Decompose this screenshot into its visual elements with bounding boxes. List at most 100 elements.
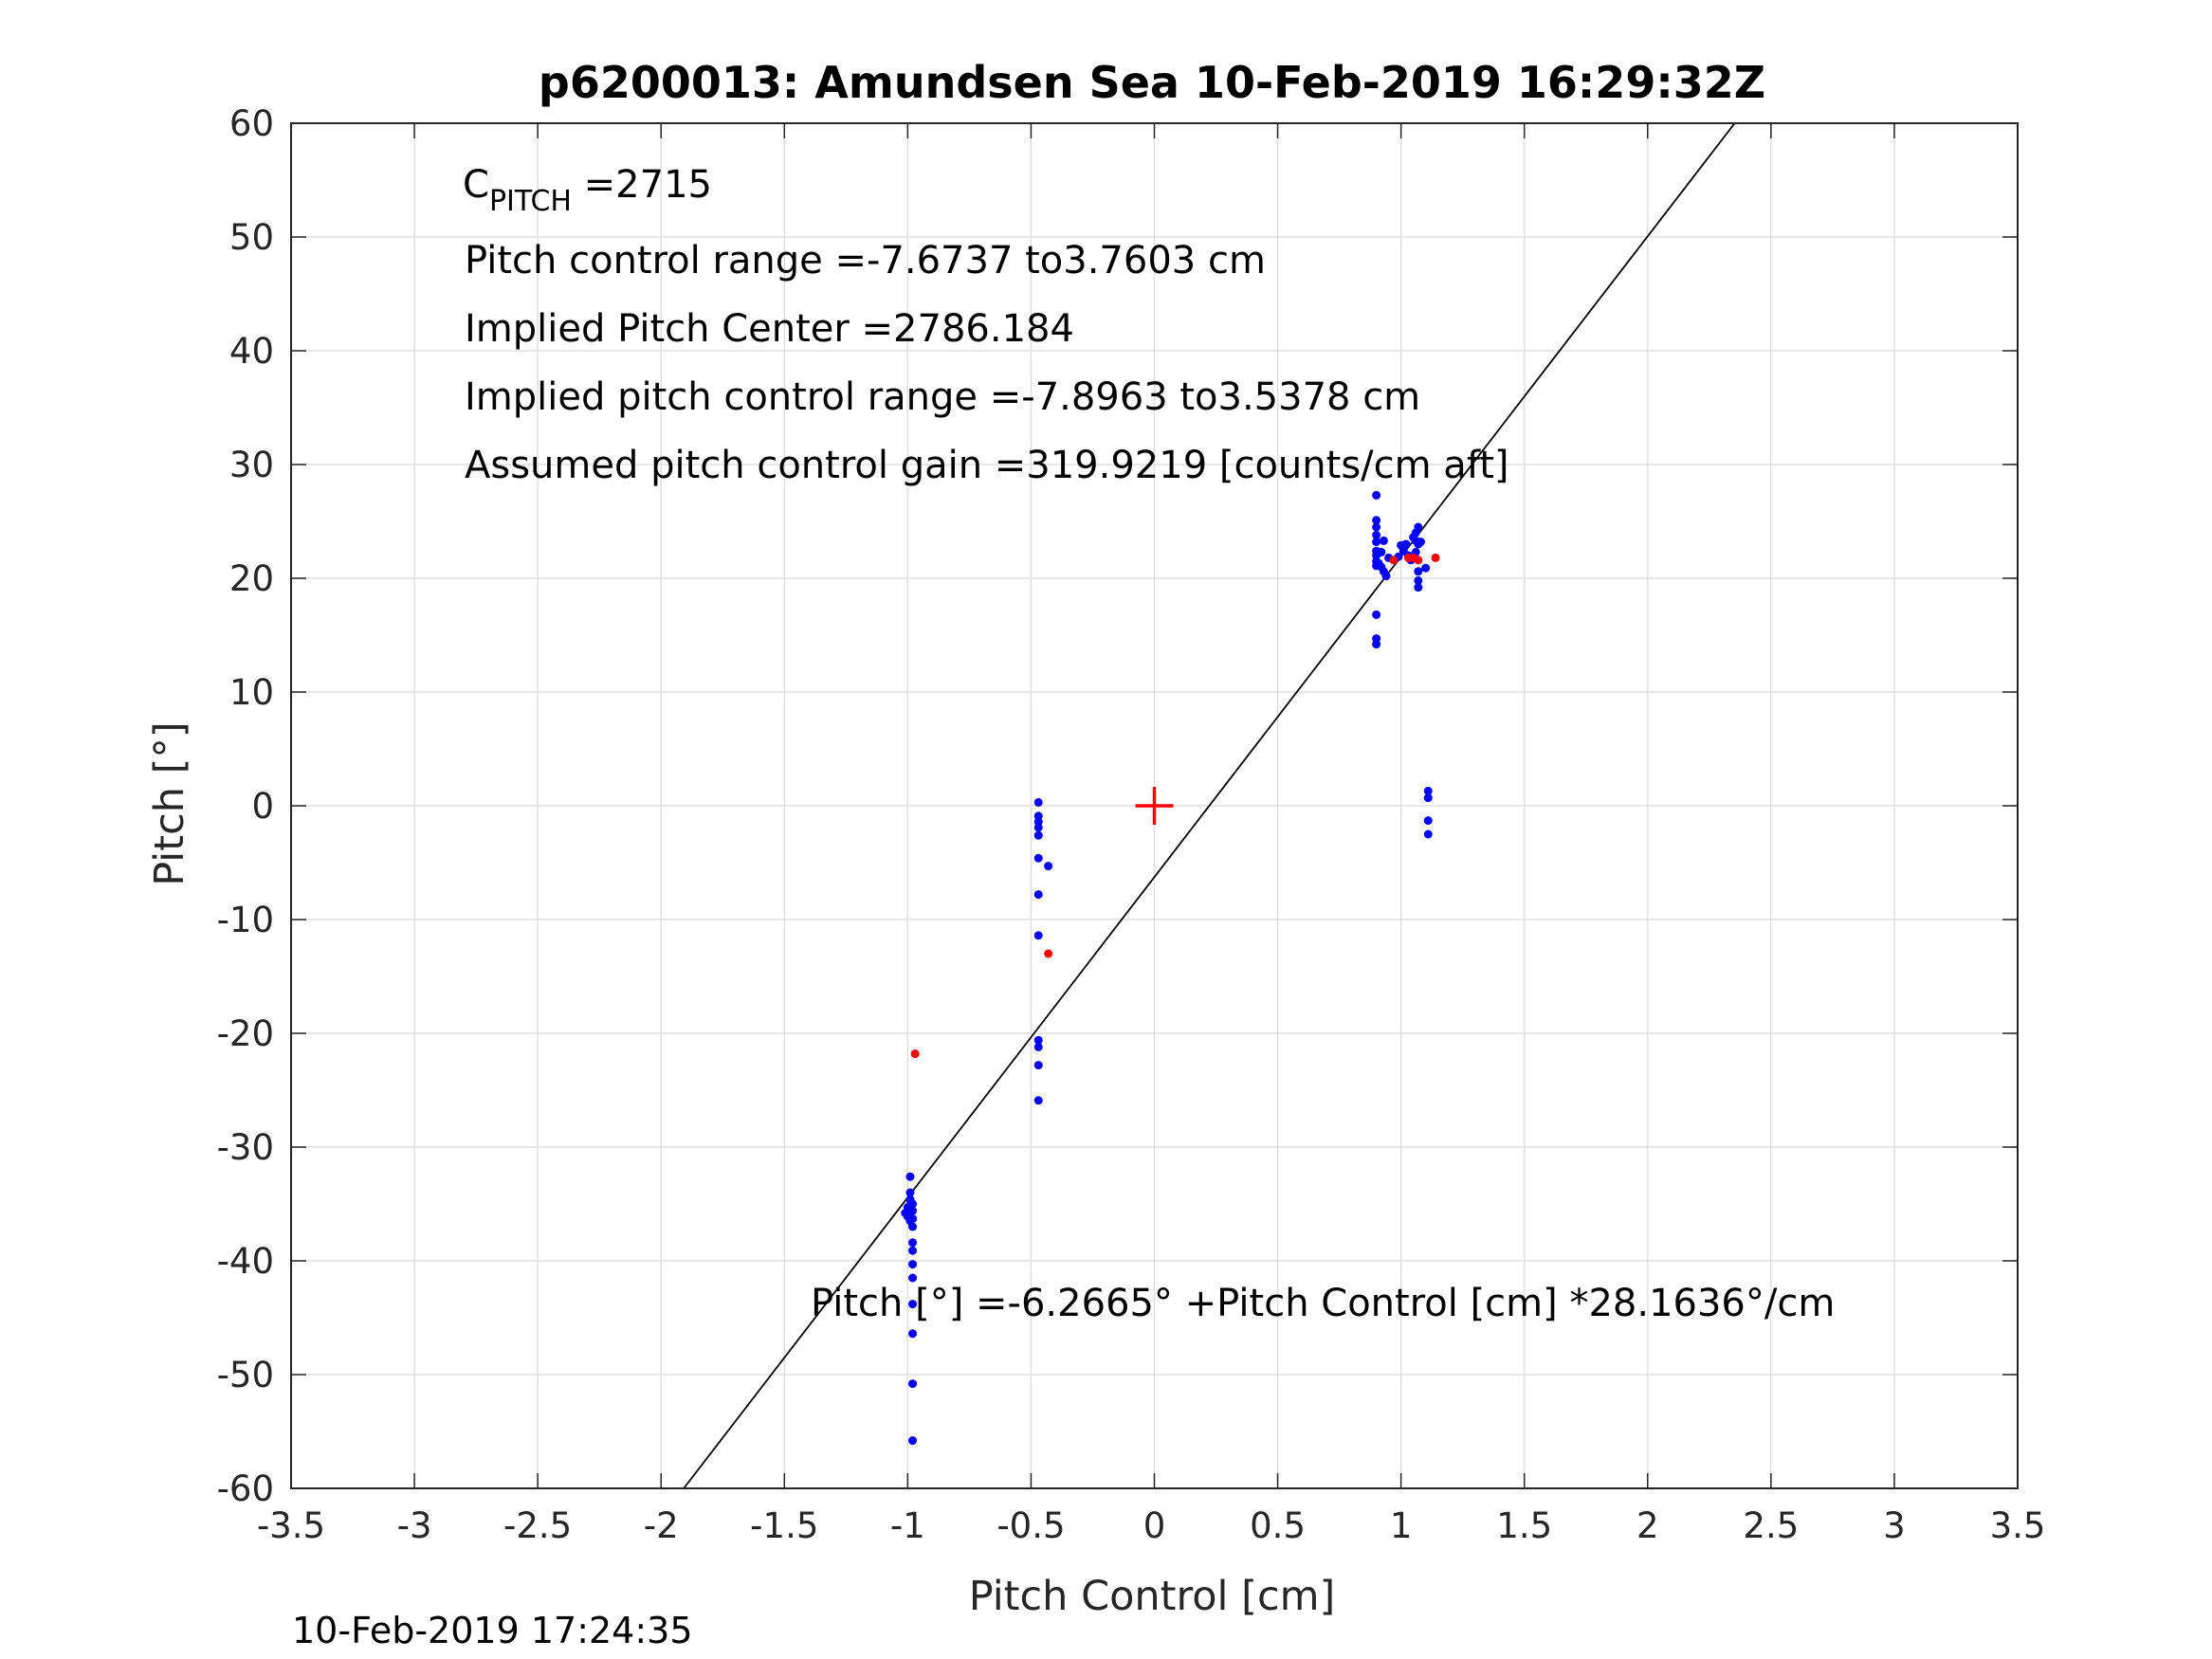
implied-pitch-range-annotation: Implied pitch control range =-7.8963 to3… (465, 375, 1420, 419)
y-tick-label: 40 (229, 331, 274, 372)
x-tick-label: 1.5 (1496, 1505, 1552, 1546)
y-tick-label: 50 (229, 217, 274, 258)
x-tick-label: -3 (397, 1505, 432, 1546)
data-point (1033, 890, 1043, 900)
data-point (1414, 575, 1423, 585)
data-point (908, 1329, 918, 1339)
data-point (1414, 522, 1423, 532)
plot-area-border (290, 122, 2019, 1489)
data-point (1381, 572, 1391, 581)
y-tick-label: 60 (229, 103, 274, 144)
x-tick-label: 1 (1390, 1505, 1413, 1546)
data-point (1379, 536, 1388, 545)
data-point (905, 1216, 915, 1226)
c-pitch-subscript: PITCH (489, 185, 572, 218)
data-point (1033, 797, 1043, 807)
data-point (908, 1379, 918, 1389)
data-point (1423, 793, 1433, 803)
data-point (1372, 522, 1381, 532)
x-tick-label: -0.5 (996, 1505, 1065, 1546)
data-point (1414, 567, 1423, 576)
data-point (1414, 583, 1423, 592)
y-tick-label: 0 (251, 786, 274, 827)
print-timestamp: 10-Feb-2019 17:24:35 (292, 1610, 693, 1651)
data-point (908, 1300, 918, 1309)
data-point (1372, 610, 1381, 619)
tick-labels: -3.5 -3 -2.5 -2 -1.5 -1 -0.5 0 0.5 1 1.5 2 2.5 3 3.5 -6… (217, 103, 2046, 1546)
y-tick-label: -50 (217, 1355, 274, 1395)
data-point (1423, 786, 1433, 795)
x-tick-label: 0 (1143, 1505, 1166, 1546)
data-point (1033, 1096, 1043, 1105)
data-point (1033, 1035, 1043, 1045)
y-tick-label: -30 (217, 1127, 274, 1168)
x-tick-label: -2.5 (503, 1505, 572, 1546)
x-tick-label: -1.5 (750, 1505, 818, 1546)
data-points-layer (901, 490, 1440, 1446)
data-point (1033, 853, 1043, 863)
y-tick-label: -20 (217, 1013, 274, 1054)
data-point (1423, 816, 1433, 826)
highlighted-data-point (1044, 949, 1053, 958)
highlighted-data-point (910, 1049, 920, 1059)
data-point (1372, 640, 1381, 649)
data-point (1033, 830, 1043, 840)
y-tick-label: -10 (217, 900, 274, 940)
implied-pitch-center-annotation: Implied Pitch Center =2786.184 (465, 307, 1074, 351)
data-point (1377, 547, 1386, 556)
data-point (1033, 931, 1043, 940)
x-tick-label: -2 (644, 1505, 679, 1546)
data-point (1033, 823, 1043, 832)
data-point (908, 1436, 918, 1446)
data-point (905, 1188, 915, 1197)
y-tick-label: 30 (229, 445, 274, 485)
data-point (905, 1172, 915, 1181)
c-pitch-annotation: CPITCH =2715 (463, 163, 712, 218)
y-tick-label: 10 (229, 672, 274, 713)
data-point (908, 1238, 918, 1248)
y-axis-title: Pitch [°] (146, 721, 193, 885)
chart-title: p6200013: Amundsen Sea 10-Feb-2019 16:29… (539, 57, 1765, 108)
data-point (1044, 862, 1053, 871)
data-point (901, 1209, 910, 1218)
data-point (1372, 538, 1381, 547)
data-point (1416, 538, 1425, 547)
c-pitch-main: C (463, 163, 489, 207)
x-tick-label: 0.5 (1250, 1505, 1306, 1546)
x-tick-label: -3.5 (257, 1505, 325, 1546)
data-point (1372, 490, 1381, 500)
regression-line (683, 122, 1736, 1489)
x-tick-label: 2.5 (1743, 1505, 1799, 1546)
axes-frame (290, 122, 2019, 1489)
data-point (1423, 830, 1433, 839)
pitch-control-range-annotation: Pitch control range =-7.6737 to3.7603 cm (465, 239, 1266, 283)
data-point (1033, 1042, 1043, 1051)
data-point (1421, 563, 1431, 573)
x-axis-title: Pitch Control [cm] (969, 1573, 1336, 1620)
data-point (908, 1206, 918, 1215)
fit-equation-annotation: Pitch [°] =-6.2665° +Pitch Control [cm] … (811, 1282, 1835, 1325)
x-tick-label: 3 (1883, 1505, 1906, 1546)
y-tick-label: -40 (217, 1241, 274, 1282)
pitch-gain-annotation: Assumed pitch control gain =319.9219 [co… (465, 444, 1508, 487)
x-tick-label: 3.5 (1990, 1505, 2046, 1546)
c-pitch-value: =2715 (572, 163, 712, 207)
data-point (908, 1260, 918, 1269)
fit-line-layer (683, 122, 1736, 1489)
data-point (1372, 530, 1381, 539)
center-marker-layer (1135, 787, 1174, 825)
x-tick-label: -1 (890, 1505, 925, 1546)
data-point (908, 1199, 918, 1209)
data-point (1401, 539, 1411, 549)
data-point (1372, 516, 1381, 525)
y-tick-label: -60 (217, 1468, 274, 1509)
data-point (908, 1273, 918, 1283)
highlighted-data-point (1414, 556, 1423, 565)
y-tick-label: 20 (229, 558, 274, 599)
data-point (908, 1246, 918, 1255)
highlighted-data-point (1431, 553, 1440, 562)
x-tick-label: 2 (1636, 1505, 1659, 1546)
data-point (1033, 1061, 1043, 1070)
